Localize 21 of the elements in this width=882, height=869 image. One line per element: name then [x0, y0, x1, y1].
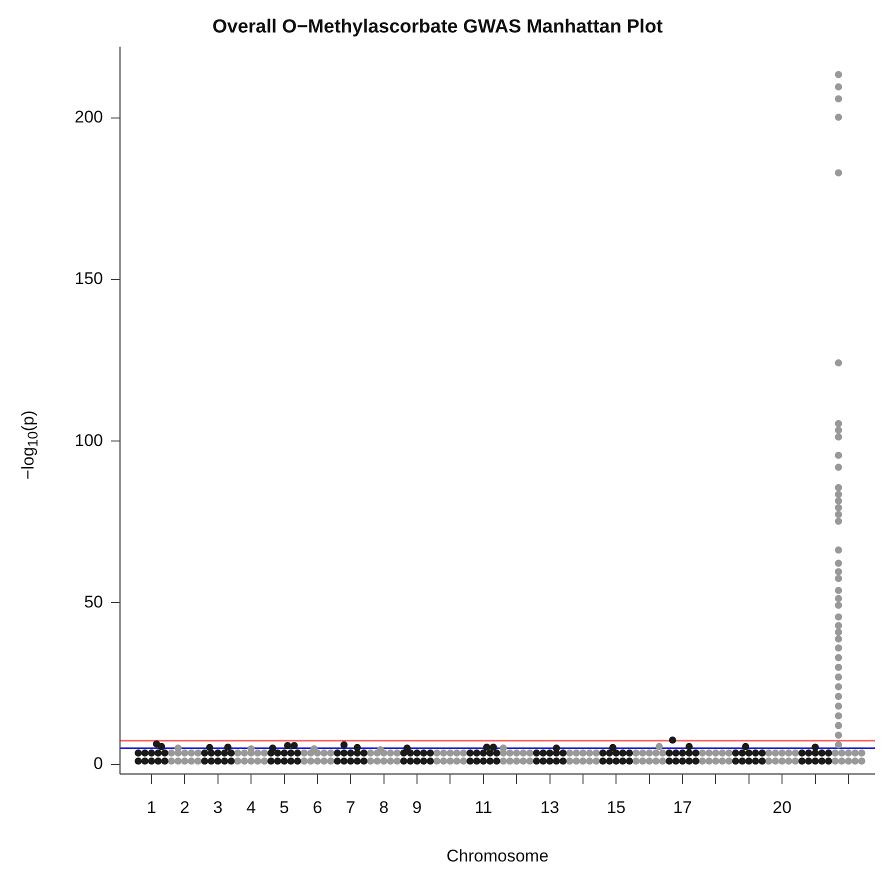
x-tick-label: 3: [213, 798, 223, 817]
y-tick-label: 150: [74, 269, 103, 288]
x-tick-label: 20: [772, 798, 792, 817]
y-tick-label: 0: [94, 754, 103, 773]
x-tick-label: 1: [146, 798, 156, 817]
x-tick-label: 2: [180, 798, 190, 817]
x-tick-label: 6: [312, 798, 322, 817]
y-tick-label: 100: [74, 430, 103, 450]
x-tick-label: 11: [474, 798, 492, 817]
x-tick-label: 9: [412, 798, 422, 817]
chart-title: Overall O−Methylascorbate GWAS Manhattan Plot: [212, 16, 664, 38]
x-tick-label: 7: [346, 798, 356, 817]
y-tick-label: 50: [84, 592, 103, 612]
x-tick-label: 5: [280, 798, 290, 817]
y-tick-label: 200: [74, 108, 103, 127]
x-tick-label: 8: [379, 798, 389, 817]
x-tick-label: 4: [246, 798, 256, 817]
x-axis-title: Chromosome: [446, 846, 549, 866]
x-tick-label: 17: [673, 798, 692, 817]
x-tick-label: 15: [606, 798, 626, 817]
x-tick-label: 13: [540, 798, 560, 817]
